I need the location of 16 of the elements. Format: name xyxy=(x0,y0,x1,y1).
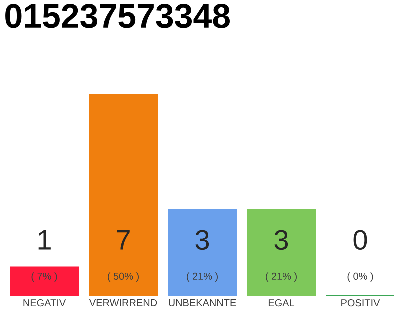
x-tick-label: NEGATIV xyxy=(24,300,66,307)
x-tick-label: POSITIV xyxy=(342,300,380,307)
annotation: ( 21% ) xyxy=(187,272,218,282)
data-label: 7 xyxy=(117,230,130,250)
chart-title: 015237573348 xyxy=(6,4,230,28)
data-label: 0 xyxy=(354,230,368,250)
annotation: ( 50% ) xyxy=(108,272,139,282)
data-label: 3 xyxy=(274,230,288,250)
data-label: 3 xyxy=(196,230,210,250)
x-tick-label: EGAL xyxy=(268,300,295,307)
annotation: ( 0% ) xyxy=(348,272,374,282)
x-tick-label: VERWIRREND xyxy=(89,300,158,306)
annotation: ( 21% ) xyxy=(266,272,297,282)
data-label: 1 xyxy=(38,230,51,250)
x-tick-label: UNBEKANNTE xyxy=(169,300,236,306)
annotation: ( 7% ) xyxy=(32,272,58,282)
